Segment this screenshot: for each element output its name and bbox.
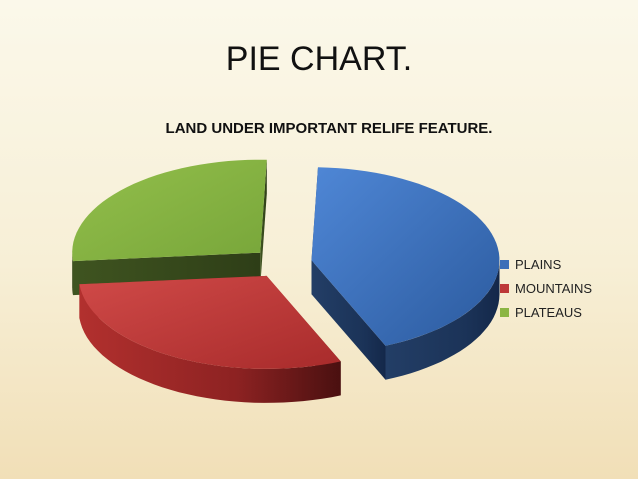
slice-plains <box>311 167 500 346</box>
legend-label-mountains: MOUNTAINS <box>515 280 593 296</box>
legend-label-plains: PLAINS <box>515 256 562 272</box>
slice-mountains <box>79 275 341 369</box>
legend-item-plains: PLAINS <box>500 252 592 276</box>
legend-item-mountains: MOUNTAINS <box>500 276 592 300</box>
legend-swatch-mountains <box>500 283 509 293</box>
legend-swatch-plateaus <box>500 307 509 317</box>
slice-side-plains <box>385 260 500 380</box>
slide-title: PIE CHART. <box>225 40 413 78</box>
legend-swatch-plains <box>500 259 509 269</box>
slice-wall-plains-1 <box>311 260 386 380</box>
chart-title: LAND UNDER IMPORTANT RELIFE FEATURE. <box>165 120 493 137</box>
slice-wall-plateaus-1 <box>260 159 267 287</box>
legend-item-plateaus: PLATEAUS <box>500 300 592 324</box>
legend-label-plateaus: PLATEAUS <box>515 304 582 320</box>
legend: PLAINS MOUNTAINS PLATEAUS <box>500 252 592 324</box>
slice-plateaus <box>72 159 267 262</box>
slice-side-plateaus <box>72 252 73 296</box>
slice-side-mountains <box>79 284 341 403</box>
